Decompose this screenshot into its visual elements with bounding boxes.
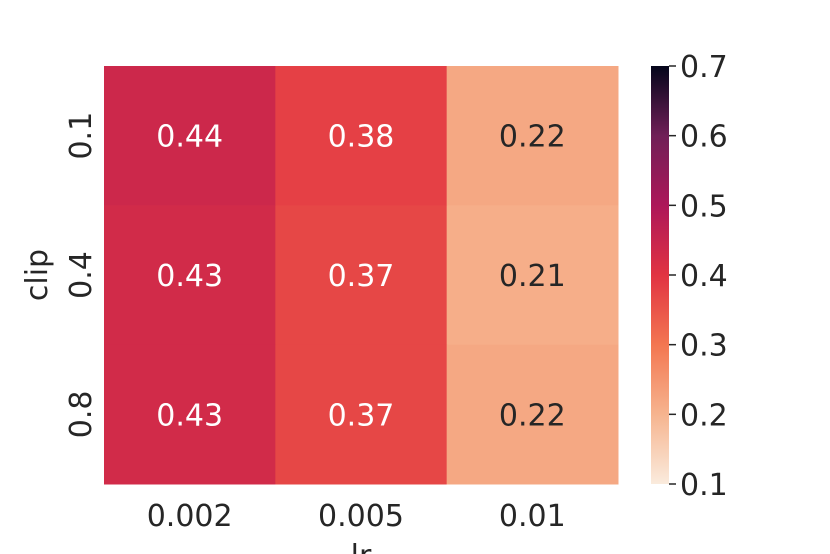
cell-value-label: 0.37 (328, 259, 395, 294)
colorbar-tick-label: 0.5 (680, 189, 728, 224)
x-axis-label: lr (351, 539, 372, 554)
heatmap-cell-labels: 0.44 0.38 0.22 0.43 0.37 0.21 0.43 0.37 0.22 (156, 120, 565, 434)
colorbar-tick-label: 0.4 (680, 259, 728, 294)
cell-value-label: 0.22 (499, 398, 566, 433)
heatmap-cells (104, 66, 619, 485)
colorbar-tick-label: 0.2 (680, 398, 728, 433)
colorbar-tick-label: 0.1 (680, 468, 728, 503)
colorbar-tick-label: 0.3 (680, 329, 728, 364)
x-tick-label: 0.005 (318, 499, 404, 534)
cell-value-label: 0.22 (499, 120, 566, 155)
heatmap-cell (275, 205, 448, 346)
x-axis-ticks: 0.002 0.005 0.01 (147, 499, 566, 534)
cell-value-label: 0.21 (499, 259, 566, 294)
x-tick-label: 0.002 (147, 499, 233, 534)
colorbar-tick-label: 0.7 (680, 50, 728, 85)
colorbar-ticks: 0.1 0.2 0.3 0.4 0.5 0.6 0.7 (669, 50, 728, 503)
colorbar (651, 66, 669, 484)
cell-value-label: 0.44 (156, 120, 223, 155)
cell-value-label: 0.43 (156, 398, 223, 433)
y-tick-label: 0.4 (64, 251, 99, 299)
y-tick-label: 0.1 (64, 112, 99, 160)
colorbar-tick-label: 0.6 (680, 120, 728, 155)
heatmap-cell (446, 66, 619, 206)
heatmap-cell (275, 344, 448, 485)
heatmap-cell (104, 66, 276, 206)
heatmap-cell (104, 344, 276, 485)
y-tick-label: 0.8 (64, 390, 99, 438)
heatmap-cell (275, 66, 448, 206)
cell-value-label: 0.43 (156, 259, 223, 294)
heatmap-cell (446, 344, 619, 485)
heatmap-cell (446, 205, 619, 346)
cell-value-label: 0.37 (328, 398, 395, 433)
cell-value-label: 0.38 (328, 120, 395, 155)
x-tick-label: 0.01 (499, 499, 566, 534)
y-axis-label: clip (20, 249, 55, 301)
heatmap-cell (104, 205, 276, 346)
y-axis-ticks: 0.1 0.4 0.8 (64, 112, 99, 438)
